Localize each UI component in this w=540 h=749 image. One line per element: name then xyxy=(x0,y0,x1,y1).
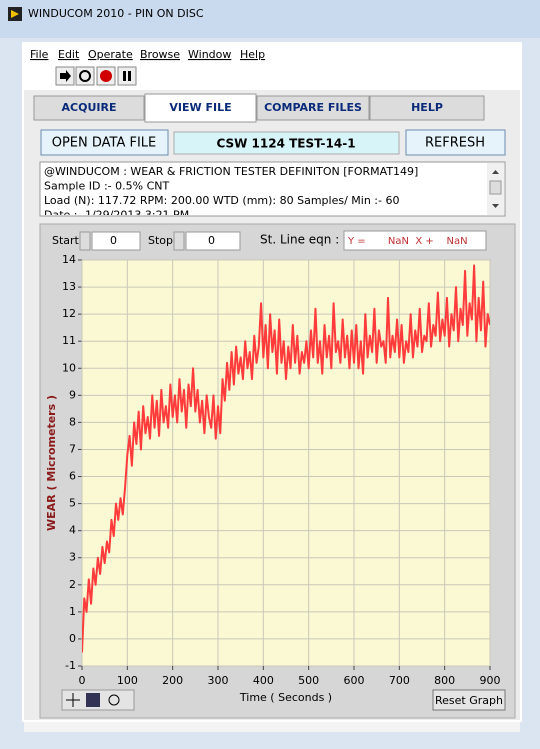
x-tick-label: 900 xyxy=(480,674,501,687)
x-tick-label: 600 xyxy=(344,674,365,687)
start-label: Start xyxy=(52,234,80,247)
info-line: Date :- 1/29/2013 3:21 PM xyxy=(44,209,189,222)
toolbar xyxy=(55,66,137,86)
stop-value: 0 xyxy=(208,234,215,247)
y-tick-label: -1 xyxy=(65,659,76,672)
tab[interactable] xyxy=(144,93,257,123)
y-tick-label: 6 xyxy=(69,470,76,483)
x-tick-label: 800 xyxy=(434,674,455,687)
cursor-tool[interactable] xyxy=(66,693,80,707)
open-file-button[interactable] xyxy=(40,129,169,156)
info-line: Load (N): 117.72 RPM: 200.00 WTD (mm): 8… xyxy=(44,194,399,207)
y-tick-label: 10 xyxy=(62,361,76,374)
run-icon xyxy=(60,70,71,82)
menu-item[interactable]: File xyxy=(30,48,49,61)
plot-area xyxy=(81,259,491,667)
y-tick-label: 9 xyxy=(69,388,76,401)
tab[interactable] xyxy=(33,95,145,121)
stop-input[interactable] xyxy=(185,231,241,251)
x-tick-label: 400 xyxy=(253,674,274,687)
file-name-display xyxy=(173,131,400,155)
info-line: Sample ID :- 0.5% CNT xyxy=(44,180,169,193)
info-text: @WINDUCOM : WEAR & FRICTION TESTER DEFIN… xyxy=(44,165,418,222)
menu-item[interactable]: Help xyxy=(240,48,265,61)
tab-label: HELP xyxy=(411,101,443,114)
title-bar xyxy=(0,0,540,38)
start-value: 0 xyxy=(110,234,117,247)
info-box xyxy=(39,161,506,217)
button-label: REFRESH xyxy=(425,136,485,151)
info-line: @WINDUCOM : WEAR & FRICTION TESTER DEFIN… xyxy=(44,165,418,178)
y-tick-label: 12 xyxy=(62,307,76,320)
refresh-button[interactable] xyxy=(405,129,506,156)
y-tick-label: 7 xyxy=(69,442,76,455)
y-tick-label: 4 xyxy=(69,524,76,537)
x-tick-label: 700 xyxy=(389,674,410,687)
pause-icon xyxy=(128,71,131,81)
scroll-thumb[interactable] xyxy=(489,180,502,195)
menu-item[interactable]: Edit xyxy=(58,48,80,61)
tab-label: VIEW FILE xyxy=(169,101,231,114)
stop-spinner[interactable] xyxy=(173,231,185,251)
menu-bar: File Edit Operate Browse Window Help xyxy=(30,48,265,61)
eqn-display xyxy=(343,230,487,251)
status-bar xyxy=(24,722,520,732)
tab[interactable] xyxy=(369,95,485,121)
run-continuous-button[interactable] xyxy=(75,66,95,86)
tab[interactable] xyxy=(256,95,370,121)
pan-tool[interactable] xyxy=(108,694,120,706)
start-spinner[interactable] xyxy=(79,231,91,251)
wear-line xyxy=(82,264,490,653)
y-tick-label: 11 xyxy=(62,334,76,347)
button-label: OPEN DATA FILE xyxy=(52,136,157,151)
tab-label: ACQUIRE xyxy=(62,101,117,114)
y-tick-label: 1 xyxy=(69,605,76,618)
x-tick-label: 300 xyxy=(208,674,229,687)
x-tick-label: 200 xyxy=(162,674,183,687)
start-input[interactable] xyxy=(91,231,141,251)
file-name: CSW 1124 TEST-14-1 xyxy=(216,137,355,151)
y-tick-label: 13 xyxy=(62,280,76,293)
eqn-value: Y = NaN X + NaN xyxy=(347,236,468,247)
tab-bar: ACQUIRE VIEW FILE COMPARE FILES HELP xyxy=(33,93,485,123)
window-title: WINDUCOM 2010 - PIN ON DISC xyxy=(28,7,204,20)
reset-graph-button[interactable] xyxy=(432,689,506,711)
pause-button[interactable] xyxy=(117,66,137,86)
y-axis-title: WEAR ( Micrometers ) xyxy=(45,395,58,531)
x-tick-label: 0 xyxy=(79,674,86,687)
scroll-arrows xyxy=(492,170,499,208)
eqn-label: St. Line eqn : xyxy=(260,233,339,247)
x-tick-label: 500 xyxy=(298,674,319,687)
stop-label: Stop xyxy=(148,234,173,247)
y-tick-label: 5 xyxy=(69,497,76,510)
abort-icon xyxy=(100,70,112,82)
run-continuous-icon xyxy=(79,70,91,82)
y-tick-label: 0 xyxy=(69,632,76,645)
menu-item[interactable]: Window xyxy=(188,48,231,61)
y-tick-label: 2 xyxy=(69,578,76,591)
app-icon-glyph xyxy=(11,10,19,18)
button-label: Reset Graph xyxy=(435,694,503,707)
tab-label: COMPARE FILES xyxy=(264,101,362,114)
menu-item[interactable]: Browse xyxy=(140,48,180,61)
x-axis-title: Time ( Seconds ) xyxy=(239,691,332,704)
y-tick-label: 3 xyxy=(69,551,76,564)
x-tick-label: 100 xyxy=(117,674,138,687)
y-tick-label: 8 xyxy=(69,415,76,428)
zoom-tool[interactable] xyxy=(86,693,100,707)
menu-item[interactable]: Operate xyxy=(88,48,133,61)
y-tick-label: 14 xyxy=(62,253,76,266)
pause-icon xyxy=(123,71,126,81)
